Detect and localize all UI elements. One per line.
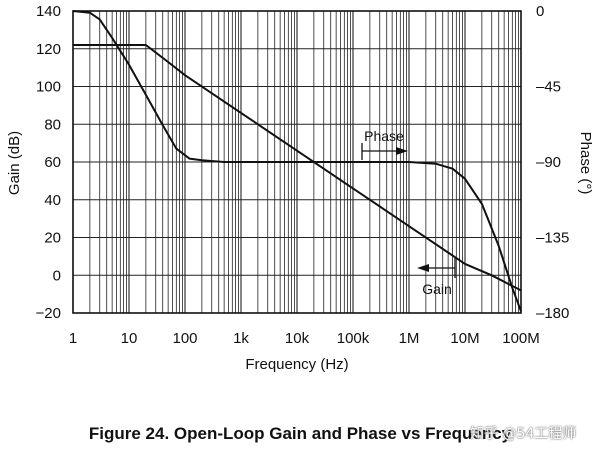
phase-annotation-arrowhead [396, 147, 408, 155]
y2-tick-label: 0 [536, 3, 544, 20]
phase-curve [72, 10, 522, 312]
grid [72, 10, 521, 314]
gain-annotation: Gain [417, 258, 456, 297]
plot-frame [72, 10, 522, 314]
series-layer [72, 10, 522, 312]
y-tick-label: 80 [44, 116, 61, 133]
x-tick-label: 1 [69, 330, 77, 347]
y-tick-label: 140 [36, 3, 61, 20]
x-tick-label: 1M [399, 330, 420, 347]
y2-tick-label: –45 [536, 79, 561, 96]
x-tick-label: 100k [337, 330, 370, 347]
y2-tick-label: –90 [536, 154, 561, 171]
x-tick-label: 10k [285, 330, 310, 347]
y2-axis-title: Phase (°) [577, 132, 594, 195]
y-tick-label: 120 [36, 41, 61, 58]
phase-annotation: Phase [361, 128, 408, 160]
watermark: 知乎 @54工程师 [470, 426, 577, 442]
x-tick-label: 10 [121, 330, 138, 347]
y-tick-label: 0 [53, 267, 61, 284]
x-tick-label: 100M [502, 330, 540, 347]
y2-tick-label: –180 [536, 305, 569, 322]
gain-curve [73, 44, 522, 292]
phase-annotation-label: Phase [364, 128, 404, 144]
chart-svg: 1 10 100 1k 10k 100k 1M 10M 100M 140 120 100 80 60 40 2… [6, 3, 594, 373]
y-axis-title: Gain (dB) [6, 131, 23, 195]
y-tick-label: 40 [44, 192, 61, 209]
x-tick-label: 1k [233, 330, 249, 347]
gain-annotation-label: Gain [422, 281, 452, 297]
tick-labels: 1 10 100 1k 10k 100k 1M 10M 100M 140 120 100 80 60 40 2… [36, 3, 570, 347]
figure-caption: Figure 24. Open-Loop Gain and Phase vs F… [88, 424, 512, 443]
x-tick-label: 10M [450, 330, 479, 347]
gain-annotation-arrowhead [417, 264, 429, 272]
y2-tick-label: –135 [536, 230, 569, 247]
y-tick-label: −20 [36, 305, 61, 322]
y-tick-label: 60 [44, 154, 61, 171]
x-axis-title: Frequency (Hz) [245, 356, 348, 373]
y-tick-label: 100 [36, 79, 61, 96]
y-tick-label: 20 [44, 230, 61, 247]
x-tick-label: 100 [172, 330, 197, 347]
